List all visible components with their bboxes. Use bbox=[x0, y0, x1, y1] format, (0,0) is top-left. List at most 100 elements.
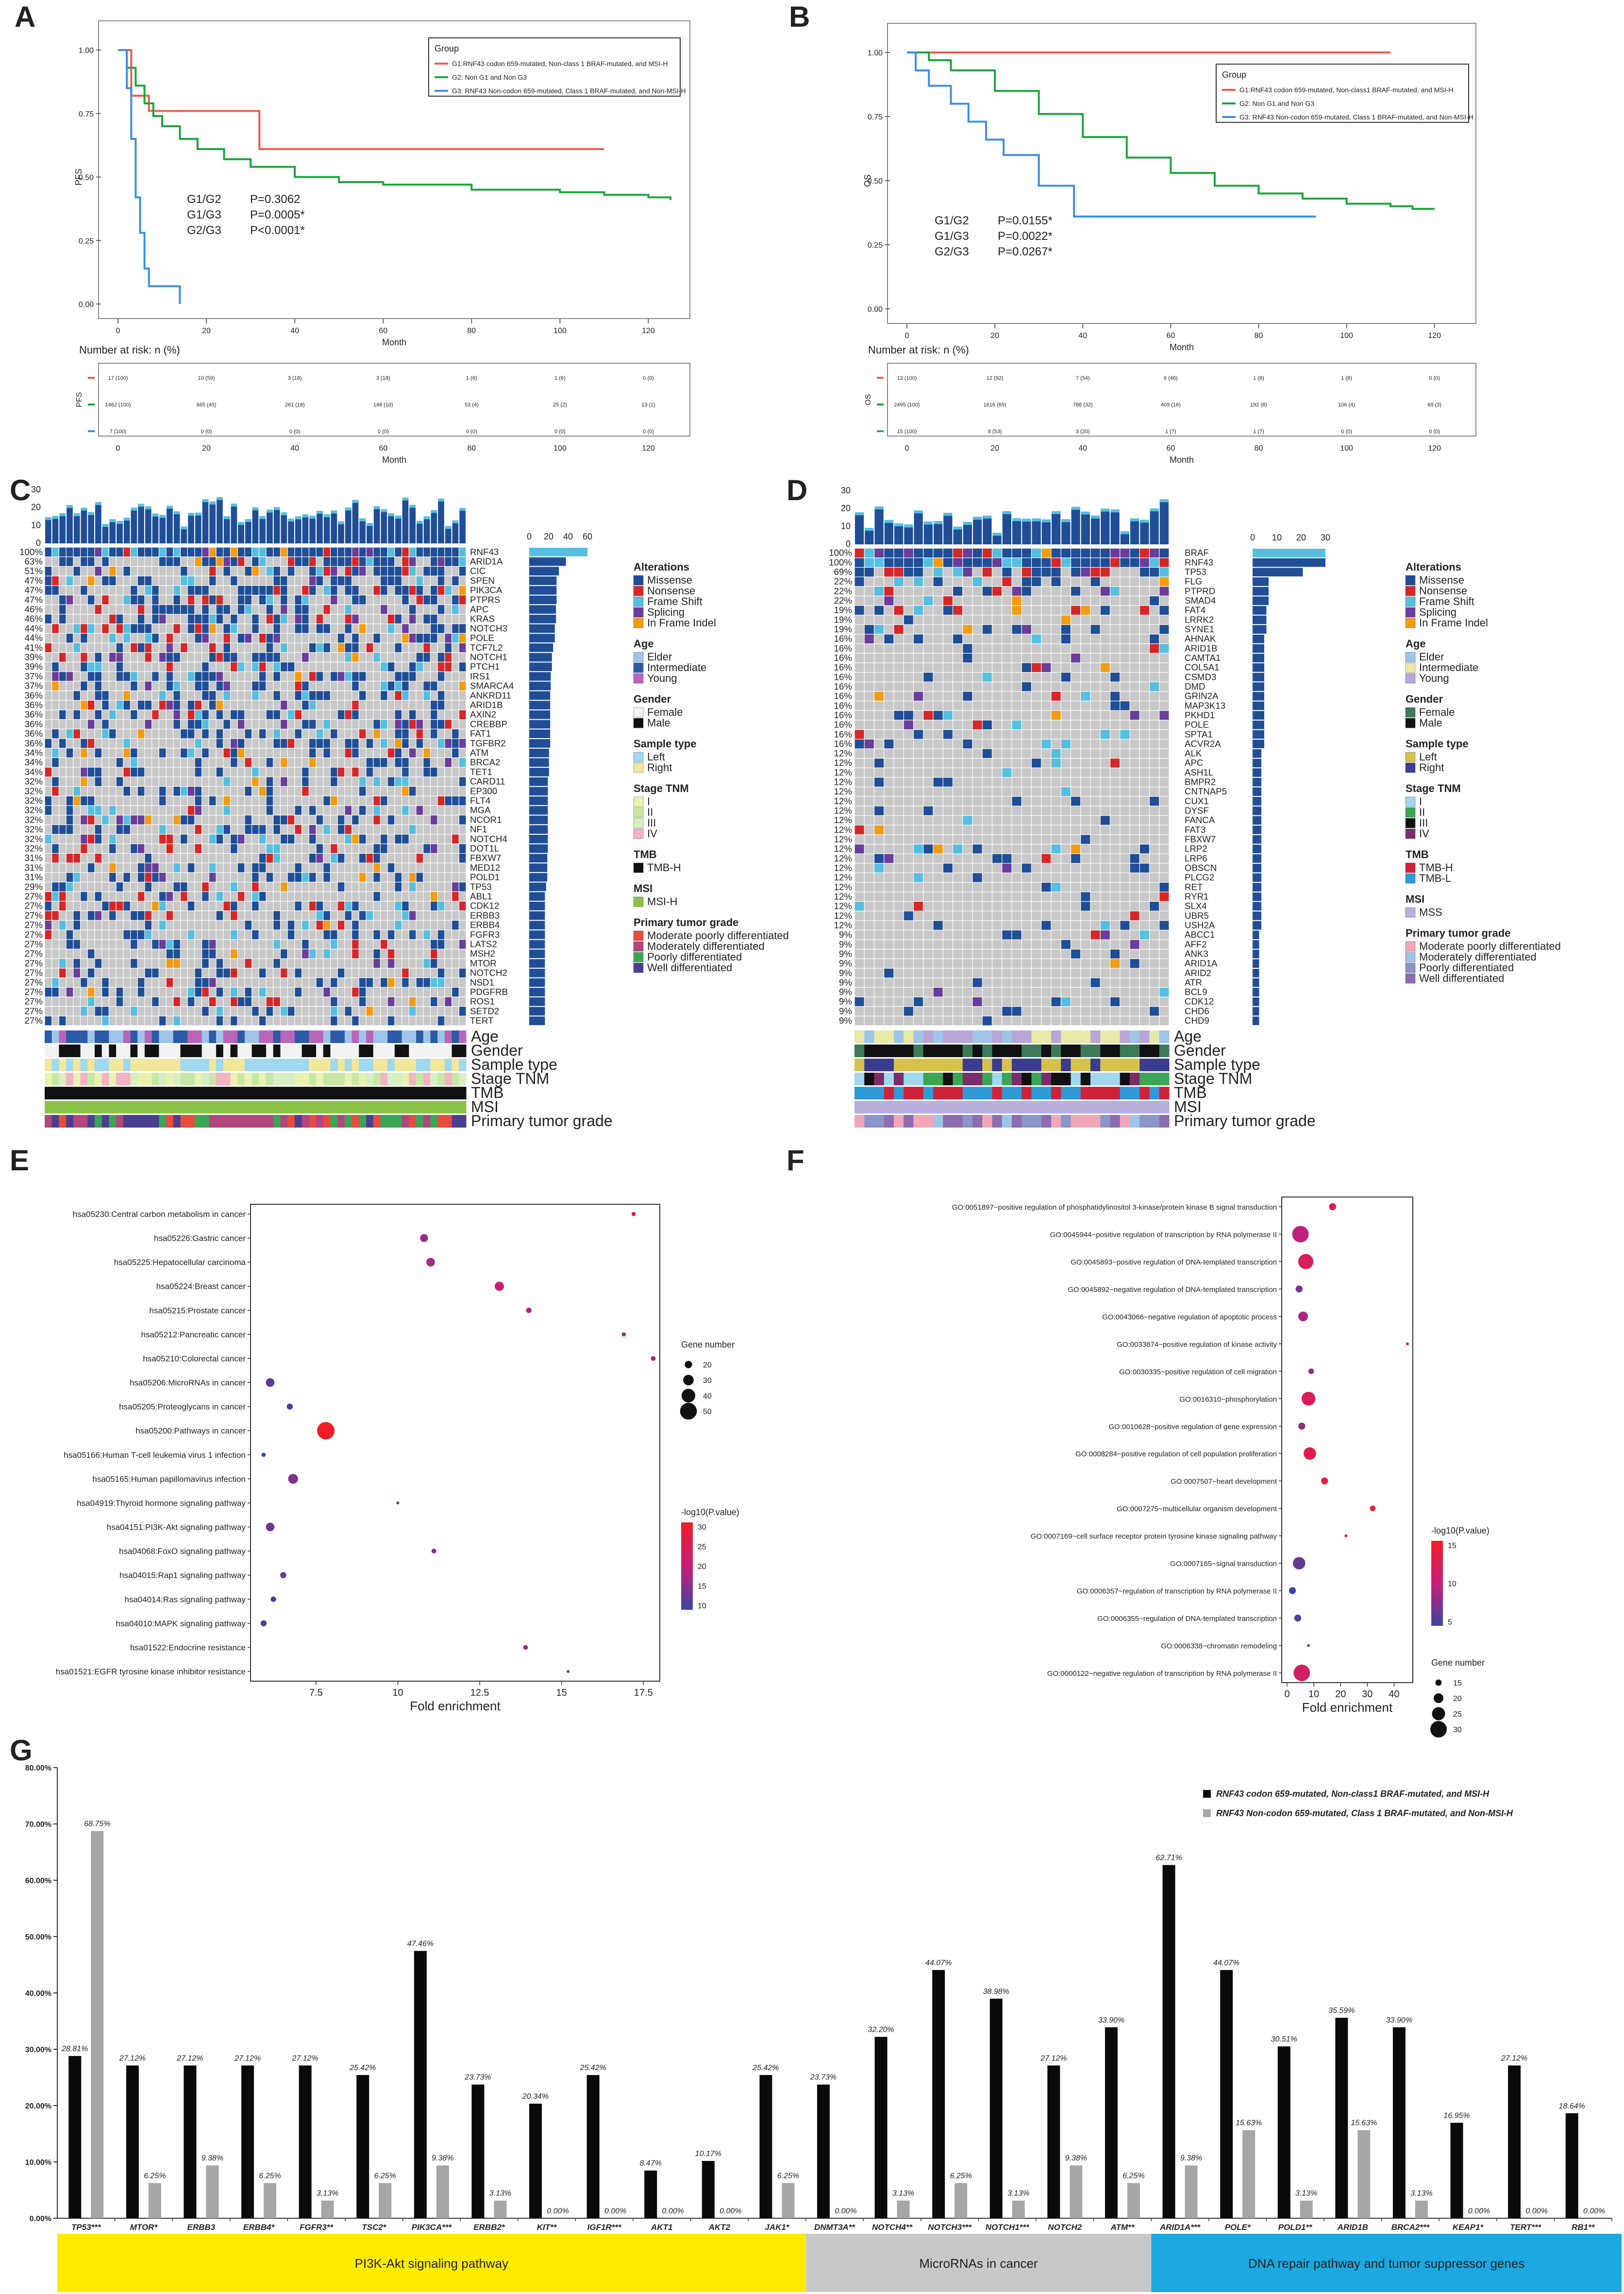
onco-cell bbox=[373, 1016, 380, 1026]
onco-cell bbox=[245, 940, 252, 949]
annot-cell bbox=[230, 1059, 238, 1071]
onco-cell bbox=[445, 653, 452, 662]
onco-cell bbox=[137, 796, 145, 806]
gene-pct: 32% bbox=[25, 805, 43, 815]
onco-cell bbox=[874, 768, 884, 777]
onco-cell bbox=[237, 987, 245, 997]
onco-cell bbox=[52, 873, 59, 882]
onco-cell bbox=[152, 557, 159, 566]
onco-cell bbox=[904, 749, 913, 758]
onco-cell bbox=[209, 672, 216, 681]
onco-cell bbox=[195, 662, 202, 672]
onco-cell bbox=[381, 806, 387, 815]
annot-cell bbox=[452, 1101, 459, 1113]
onco-cell bbox=[187, 662, 195, 672]
onco-cell bbox=[373, 968, 380, 978]
onco-cell bbox=[173, 968, 180, 978]
onco-cell bbox=[66, 614, 73, 624]
onco-cell bbox=[373, 595, 380, 605]
gene-pct: 69% bbox=[834, 567, 852, 577]
onco-cell bbox=[1002, 682, 1012, 692]
onco-cell bbox=[266, 844, 273, 853]
onco-cell bbox=[884, 701, 894, 710]
gene-name: CREBBP bbox=[470, 719, 507, 729]
gene-pct: 12% bbox=[834, 834, 852, 844]
onco-cell bbox=[1002, 653, 1012, 663]
onco-cell bbox=[59, 920, 66, 930]
onco-cell bbox=[359, 576, 366, 586]
onco-cell bbox=[159, 882, 166, 892]
onco-cell bbox=[81, 940, 87, 949]
onco-cell bbox=[337, 595, 345, 605]
onco-cell bbox=[266, 920, 273, 930]
onco-cell bbox=[95, 720, 102, 729]
y-tick-label: 1.00 bbox=[79, 47, 94, 55]
onco-cell bbox=[266, 576, 273, 586]
gene-name: TET1 bbox=[470, 767, 492, 777]
onco-cell bbox=[1090, 567, 1100, 577]
sample-tmb-bar bbox=[81, 507, 87, 543]
onco-cell bbox=[302, 978, 309, 987]
onco-cell bbox=[923, 663, 933, 672]
onco-cell bbox=[81, 920, 87, 930]
onco-cell bbox=[933, 701, 943, 710]
onco-cell bbox=[137, 557, 145, 566]
annot-cell bbox=[402, 1115, 409, 1128]
onco-cell bbox=[181, 1007, 187, 1016]
onco-cell bbox=[366, 605, 373, 614]
gene-freq-bar bbox=[1253, 692, 1264, 701]
onco-cell bbox=[337, 873, 345, 882]
onco-cell bbox=[933, 558, 943, 567]
onco-cell bbox=[187, 710, 195, 719]
onco-cell bbox=[252, 633, 259, 643]
gene-freq-bar bbox=[1253, 606, 1267, 615]
onco-cell bbox=[295, 882, 302, 892]
onco-cell bbox=[209, 978, 216, 987]
annot-cell bbox=[116, 1101, 124, 1113]
onco-cell bbox=[1071, 739, 1081, 749]
onco-cell bbox=[352, 748, 359, 758]
onco-cell bbox=[381, 614, 387, 624]
onco-cell bbox=[1100, 806, 1110, 815]
onco-cell bbox=[87, 547, 95, 557]
onco-cell bbox=[137, 854, 145, 863]
risk-count: 788 (32) bbox=[1073, 402, 1093, 408]
onco-cell bbox=[1012, 825, 1021, 835]
onco-cell bbox=[933, 796, 943, 806]
sample-tmb-bar-top bbox=[273, 507, 280, 510]
onco-cell bbox=[416, 844, 423, 853]
onco-cell bbox=[202, 949, 209, 959]
onco-cell bbox=[273, 691, 280, 700]
onco-cell bbox=[923, 587, 933, 596]
onco-cell bbox=[323, 834, 330, 844]
onco-legend-swatch bbox=[633, 807, 644, 818]
annot-cell bbox=[194, 1087, 202, 1099]
onco-cell bbox=[337, 777, 345, 786]
onco-cell bbox=[266, 1007, 273, 1016]
onco-cell bbox=[237, 949, 245, 959]
onco-cell bbox=[87, 633, 95, 643]
onco-cell bbox=[943, 634, 953, 643]
onco-cell bbox=[953, 739, 963, 749]
onco-cell bbox=[352, 700, 359, 710]
annot-cell bbox=[159, 1045, 167, 1057]
onco-cell bbox=[1032, 653, 1041, 663]
onco-cell bbox=[123, 614, 130, 624]
onco-cell bbox=[309, 1007, 316, 1016]
onco-cell bbox=[864, 596, 874, 606]
onco-cell bbox=[1150, 673, 1159, 682]
onco-cell bbox=[452, 882, 459, 892]
annot-cell bbox=[73, 1059, 81, 1071]
onco-cell bbox=[81, 748, 87, 758]
onco-cell bbox=[137, 729, 145, 739]
onco-cell bbox=[137, 1007, 145, 1016]
onco-cell bbox=[1012, 796, 1021, 806]
onco-cell bbox=[437, 547, 445, 557]
onco-cell bbox=[116, 720, 123, 729]
onco-cell bbox=[237, 1007, 245, 1016]
onco-cell bbox=[431, 882, 437, 892]
gene-name: ERBB4 bbox=[470, 920, 500, 930]
onco-cell bbox=[181, 681, 187, 691]
sample-tmb-bar-top bbox=[445, 526, 452, 529]
onco-cell bbox=[273, 815, 280, 825]
